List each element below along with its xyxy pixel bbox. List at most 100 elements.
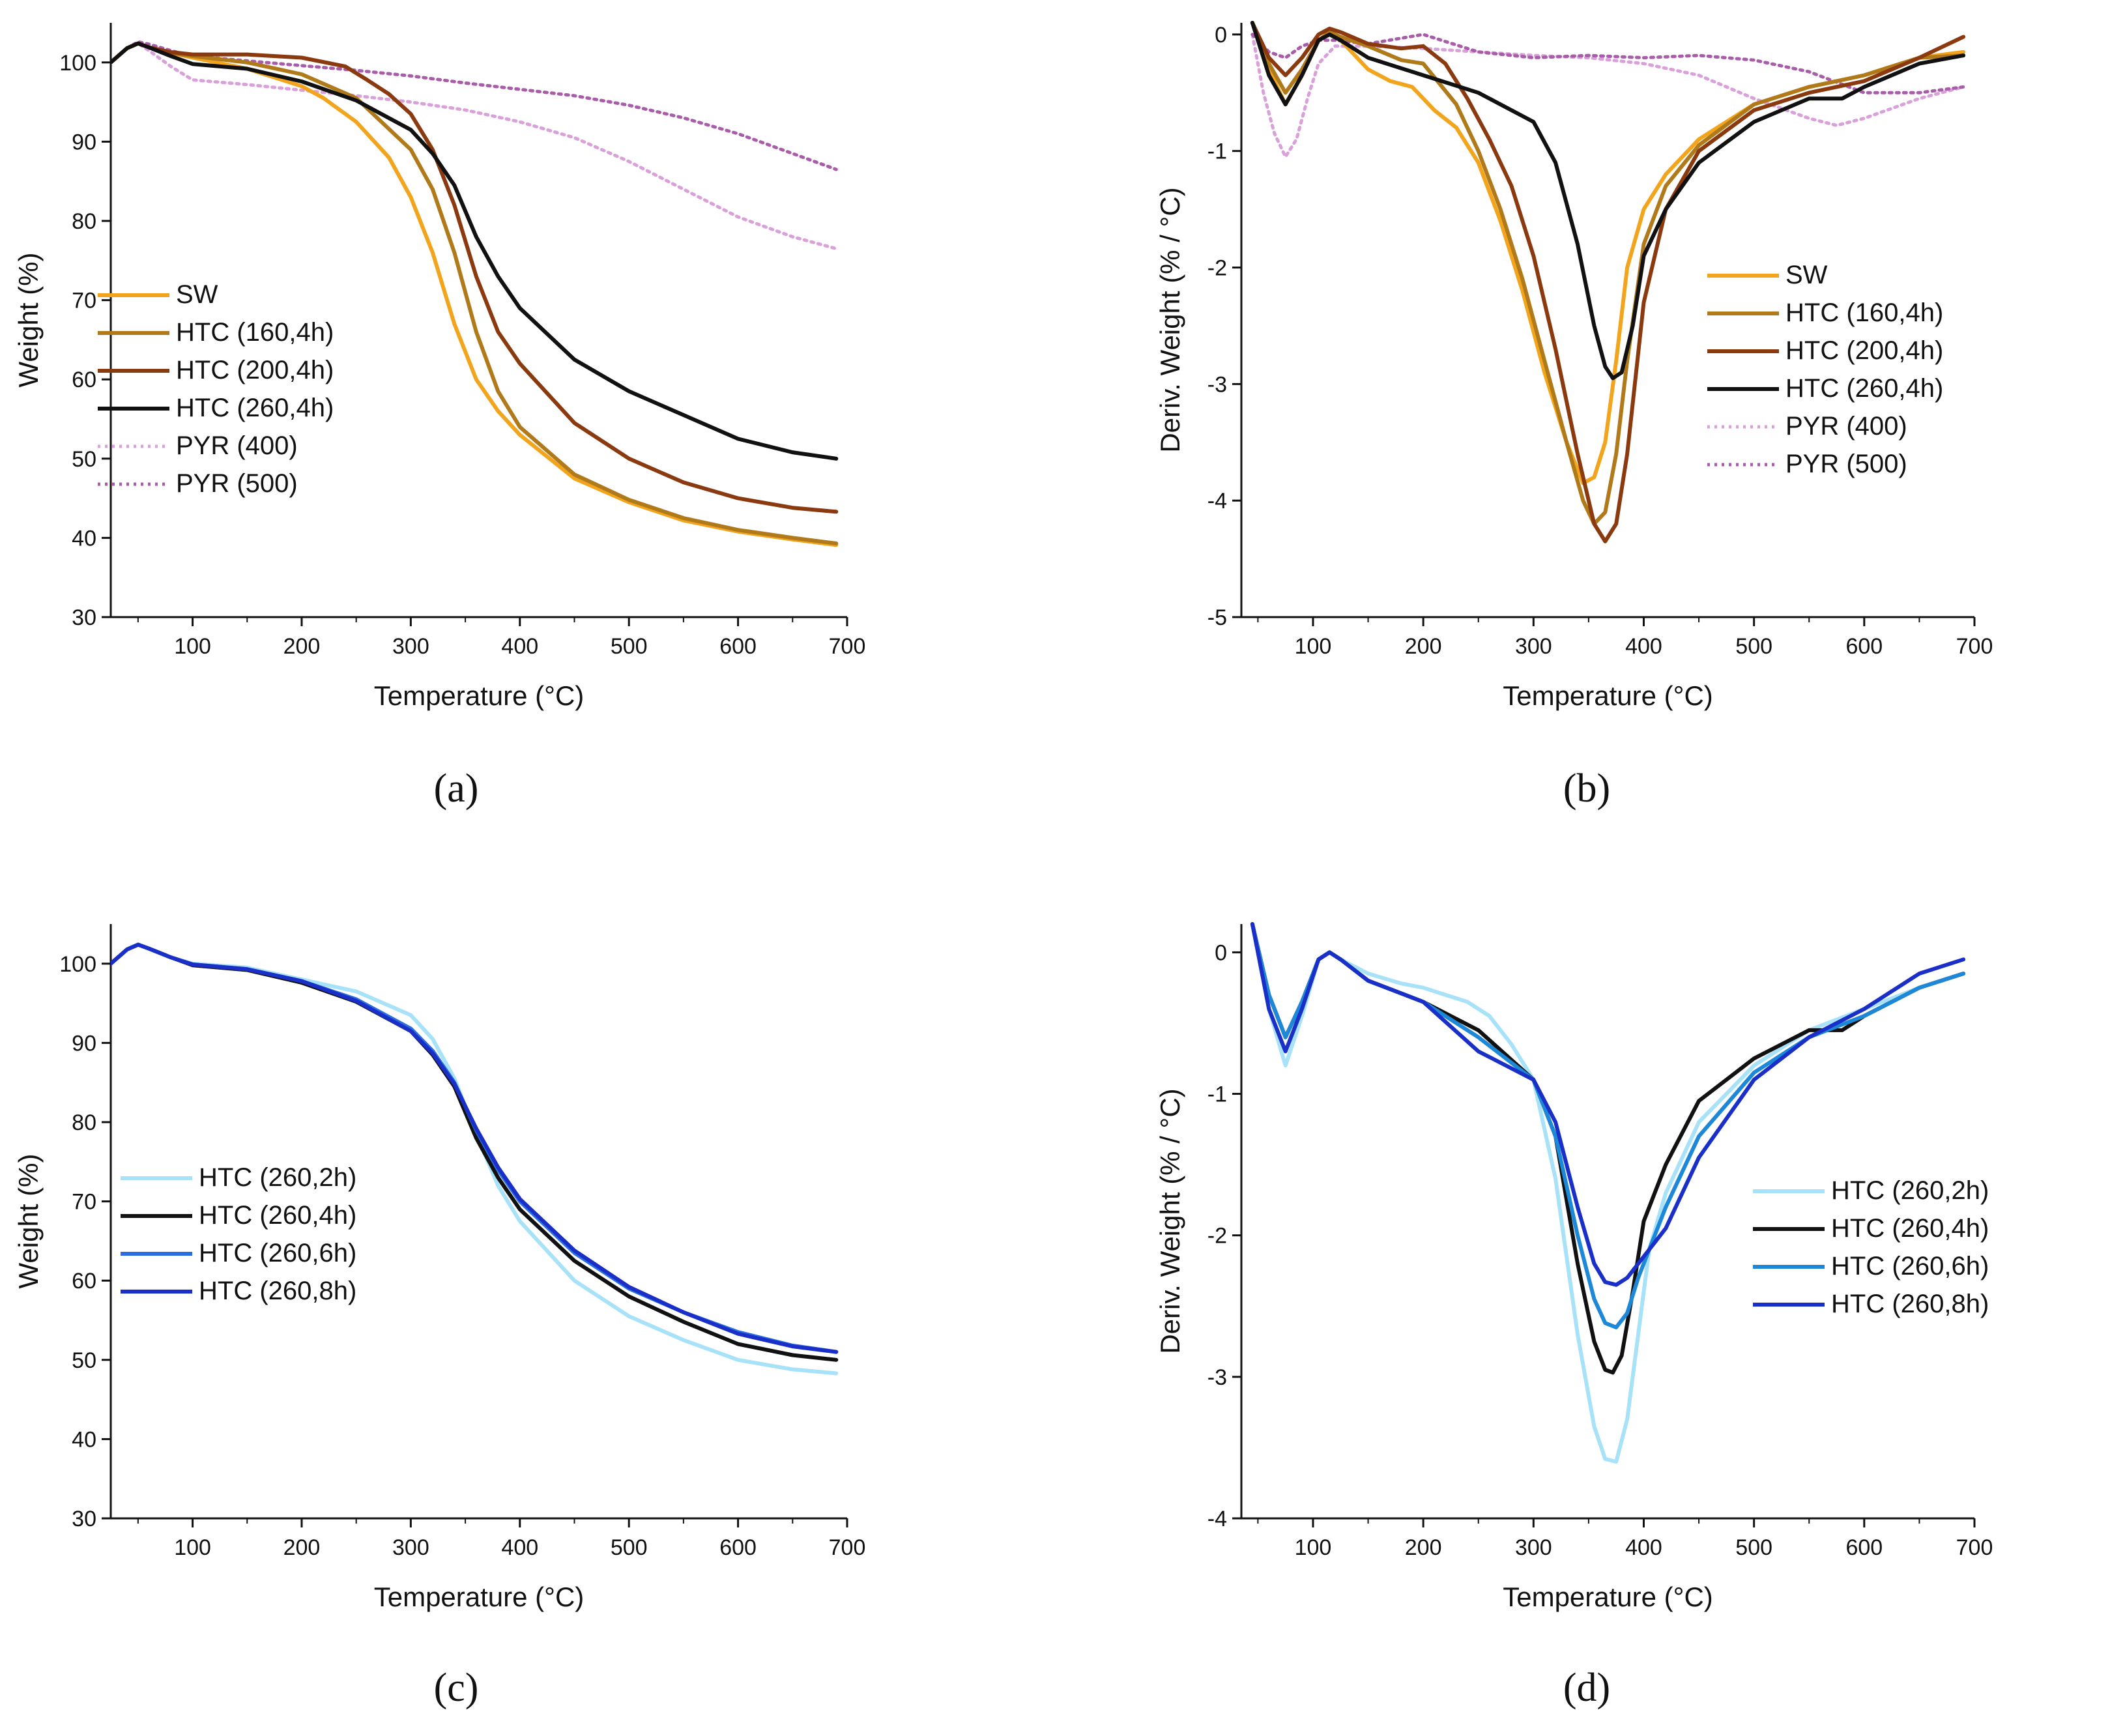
y-tick-label: 60 <box>72 368 96 392</box>
x-tick-label: 100 <box>174 1535 211 1560</box>
series-line-htc-260-8h <box>1250 922 1966 1287</box>
y-tick-label: -5 <box>1207 605 1227 630</box>
x-tick-label: 100 <box>1295 1535 1332 1560</box>
y-axis-title: Deriv. Weight (% / °C) <box>1155 187 1185 452</box>
panel-label: (c) <box>434 1666 479 1710</box>
legend: SW HTC (160,4h) HTC (200,4h) HTC (260,4h) PY… <box>1707 261 1943 478</box>
legend-label: HTC (200,4h) <box>1785 336 1943 365</box>
series-line-htc-160-4h <box>111 41 839 545</box>
y-tick-label: -3 <box>1207 372 1227 397</box>
y-axis-title: Weight (%) <box>13 253 44 388</box>
y-tick-label: -2 <box>1207 256 1227 281</box>
chart-panel-d: 100 200 300 400 500 600 700 -4 -3 -2 -1 0 Temperatur… <box>1155 922 1993 1710</box>
x-tick-label: 600 <box>719 1535 757 1560</box>
x-tick-label: 100 <box>1295 634 1332 659</box>
y-tick-label: 0 <box>1215 940 1227 965</box>
series-line-pyr-500 <box>1250 33 1965 94</box>
legend-label: HTC (260,4h) <box>1831 1214 1989 1243</box>
x-tick-label: 500 <box>611 1535 648 1560</box>
panel-label: (b) <box>1563 766 1610 811</box>
series-line-htc-200-4h <box>111 41 839 514</box>
x-tick-label: 300 <box>1515 634 1552 659</box>
legend-label: SW <box>1785 261 1828 289</box>
x-tick-label: 200 <box>1405 1535 1442 1560</box>
series-line-htc-260-4h <box>111 41 839 461</box>
y-tick-label: 100 <box>59 952 96 977</box>
x-tick-label: 600 <box>1845 634 1883 659</box>
y-tick-label: 80 <box>72 1110 96 1135</box>
legend: SW HTC (160,4h) HTC (200,4h) HTC (260,4h) PY… <box>98 280 334 498</box>
legend-label: HTC (260,4h) <box>1785 374 1943 403</box>
y-axis-title: Weight (%) <box>13 1154 44 1289</box>
legend-label: PYR (400) <box>1785 412 1907 441</box>
x-tick-label: 300 <box>1515 1535 1552 1560</box>
x-tick-label: 700 <box>1956 1535 1993 1560</box>
legend-label: HTC (260,6h) <box>199 1239 356 1267</box>
x-tick-label: 700 <box>829 1535 866 1560</box>
legend-label: HTC (160,4h) <box>176 318 334 347</box>
x-tick-label: 100 <box>174 634 211 659</box>
legend-label: HTC (260,4h) <box>199 1201 356 1230</box>
y-tick-label: 50 <box>72 1348 96 1373</box>
y-axis-title: Deriv. Weight (% / °C) <box>1155 1088 1185 1353</box>
x-axis-title: Temperature (°C) <box>1503 1582 1713 1612</box>
chart-panel-c: 100 200 300 400 500 600 700 30 40 50 60 70 80 90 100 Te… <box>13 924 865 1710</box>
y-tick-label: 0 <box>1215 23 1227 48</box>
x-tick-label: 500 <box>1735 1535 1772 1560</box>
legend: HTC (260,2h) HTC (260,4h) HTC (260,6h) HTC … <box>121 1163 356 1305</box>
series-line-pyr-500 <box>111 40 838 171</box>
y-tick-label: 90 <box>72 1031 96 1056</box>
x-tick-label: 200 <box>1405 634 1442 659</box>
y-tick-label: -4 <box>1207 1507 1227 1531</box>
x-tick-label: 300 <box>392 634 429 659</box>
y-tick-label: 30 <box>72 605 96 630</box>
x-tick-label: 500 <box>611 634 648 659</box>
x-tick-label: 600 <box>1845 1535 1883 1560</box>
y-tick-label: 80 <box>72 209 96 234</box>
panel-label: (a) <box>434 766 479 811</box>
chart-panel-a: 100 200 300 400 500 600 700 30 40 50 60 70 80 90 100 Te… <box>13 23 865 811</box>
x-tick-label: 700 <box>1956 634 1993 659</box>
legend-label: HTC (260,8h) <box>199 1277 356 1305</box>
legend-label: PYR (400) <box>176 431 298 460</box>
y-tick-label: 100 <box>59 51 96 76</box>
series-line-htc-260-2h <box>111 942 839 1376</box>
y-tick-label: 40 <box>72 1427 96 1452</box>
x-tick-label: 600 <box>719 634 757 659</box>
y-tick-label: 90 <box>72 130 96 154</box>
legend-label: HTC (260,2h) <box>1831 1176 1989 1205</box>
chart-panel-b: 100 200 300 400 500 600 700 -5 -4 -3 -2 -1 0 Temperat… <box>1155 21 1993 811</box>
legend-label: HTC (260,8h) <box>1831 1290 1989 1318</box>
x-tick-label: 300 <box>392 1535 429 1560</box>
y-tick-label: 70 <box>72 1190 96 1215</box>
x-tick-label: 200 <box>283 634 321 659</box>
x-tick-label: 400 <box>1625 1535 1662 1560</box>
series-line-htc-160-4h <box>1250 21 1966 526</box>
y-tick-label: 50 <box>72 447 96 472</box>
y-tick-label: -4 <box>1207 489 1227 514</box>
y-tick-label: 70 <box>72 289 96 313</box>
legend-label: HTC (260,4h) <box>176 394 334 422</box>
y-tick-label: 30 <box>72 1507 96 1531</box>
legend-label: HTC (160,4h) <box>1785 298 1943 327</box>
legend-label: SW <box>176 280 218 309</box>
series-line-pyr-400 <box>111 42 838 251</box>
x-tick-label: 400 <box>501 634 538 659</box>
series-line-htc-260-4h <box>1250 21 1966 381</box>
legend-label: HTC (200,4h) <box>176 356 334 384</box>
series-line-htc-200-4h <box>1250 21 1966 543</box>
x-tick-label: 700 <box>829 634 866 659</box>
x-tick-label: 400 <box>501 1535 538 1560</box>
y-tick-label: -3 <box>1207 1365 1227 1390</box>
legend-label: PYR (500) <box>1785 450 1907 478</box>
x-tick-label: 200 <box>283 1535 321 1560</box>
y-tick-label: 60 <box>72 1269 96 1294</box>
legend: HTC (260,2h) HTC (260,4h) HTC (260,6h) HTC … <box>1753 1176 1989 1318</box>
legend-label: PYR (500) <box>176 469 298 498</box>
x-axis-title: Temperature (°C) <box>374 680 585 711</box>
x-axis-title: Temperature (°C) <box>1503 680 1713 711</box>
legend-label: HTC (260,6h) <box>1831 1252 1989 1280</box>
y-tick-label: -2 <box>1207 1224 1227 1249</box>
series-line-htc-260-8h <box>111 942 839 1354</box>
